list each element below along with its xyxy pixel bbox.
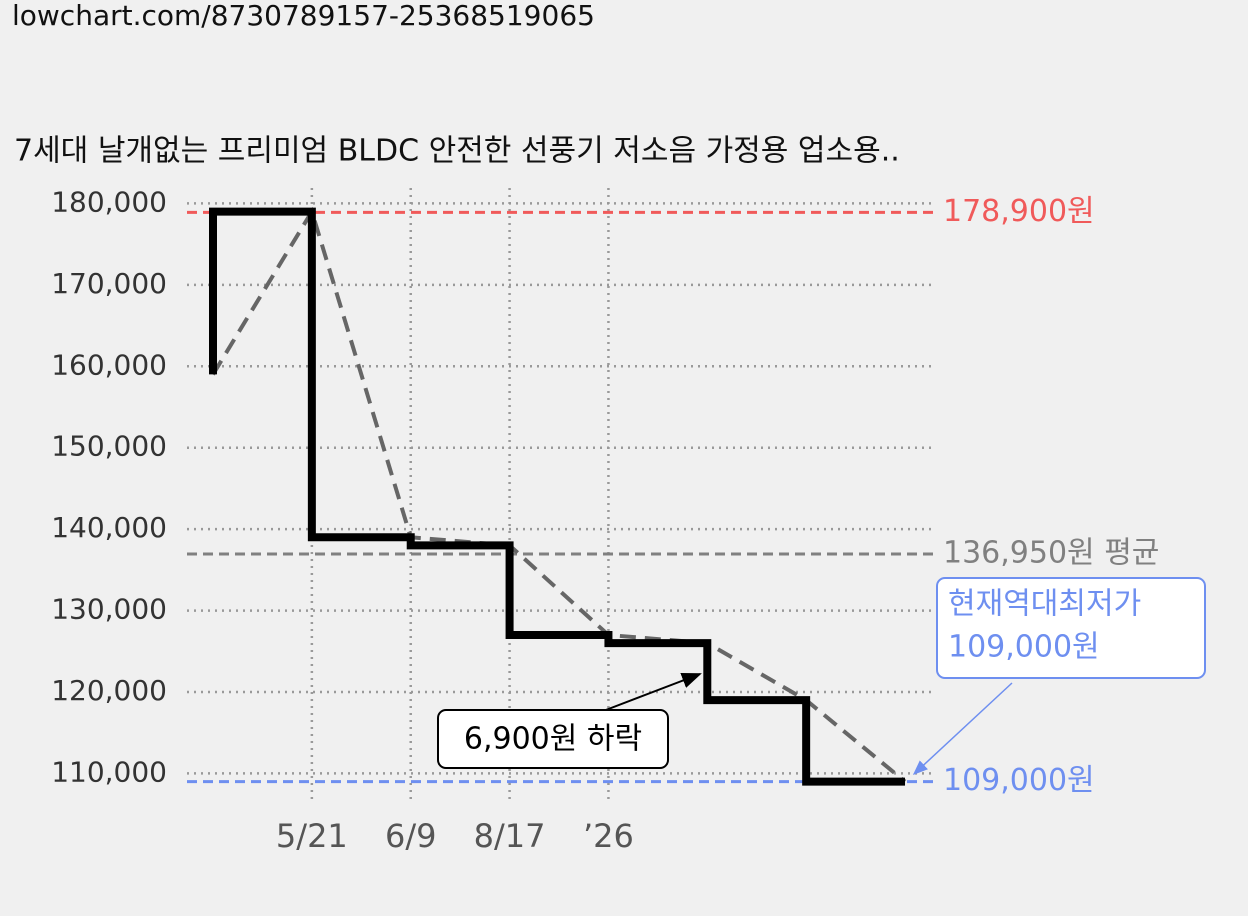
callout-arrow: [912, 682, 1013, 776]
y-tick-label: 110,000: [51, 755, 167, 788]
x-tick-label: 5/21: [276, 817, 348, 855]
callout-text: 현재역대최저가: [948, 587, 1141, 622]
y-tick-label: 120,000: [51, 674, 167, 707]
y-tick-label: 170,000: [51, 267, 167, 300]
x-tick-label: ’26: [583, 817, 634, 855]
trend-line: [211, 206, 907, 784]
reference-label: 178,900원: [943, 194, 1095, 229]
annotation-arrow: [597, 672, 702, 714]
y-tick-label: 130,000: [51, 593, 167, 626]
y-tick-label: 160,000: [51, 348, 167, 381]
annotation-box: [437, 709, 669, 769]
y-tick-label: 140,000: [51, 511, 167, 544]
x-tick-label: 6/9: [385, 817, 437, 855]
url: lowchart.com/8730789157-25368519065: [12, 0, 595, 32]
y-tick-label: 180,000: [51, 185, 167, 218]
callout-box: [936, 577, 1206, 679]
reference-label: 136,950원 평균: [943, 535, 1159, 570]
chart-title: 7세대 날개없는 프리미엄 BLDC 안전한 선풍기 저소음 가정용 업소용..: [14, 134, 900, 169]
step-line: [209, 207, 906, 786]
reference-label: 109,000원: [943, 763, 1095, 798]
callout-text: 109,000원: [948, 630, 1100, 665]
annotation-text: 6,900원 하락: [464, 722, 642, 757]
x-tick-label: 8/17: [474, 817, 546, 855]
y-tick-label: 150,000: [51, 430, 167, 463]
